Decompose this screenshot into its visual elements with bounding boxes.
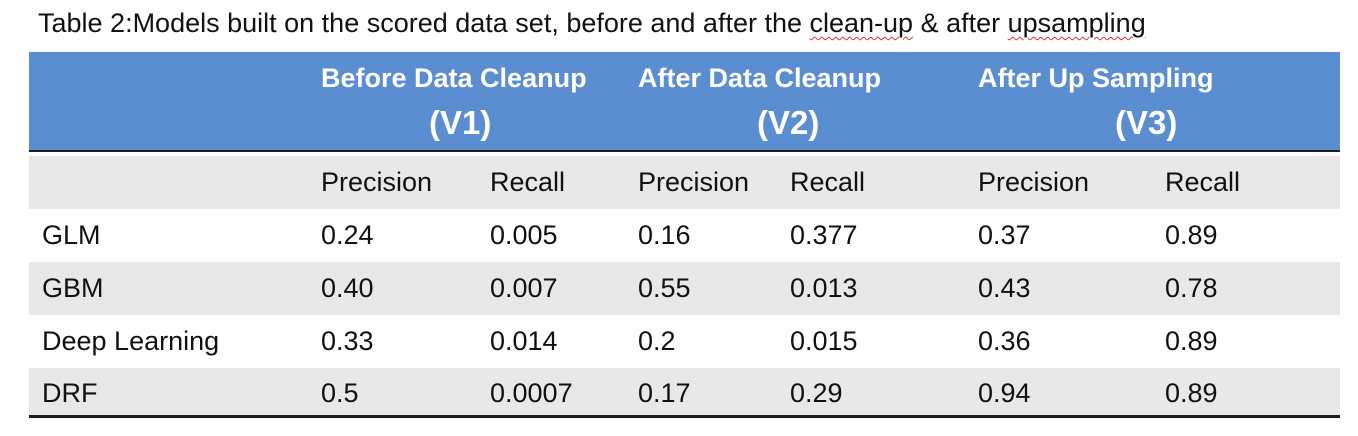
table-row: GLM 0.24 0.005 0.16 0.377 0.37 0.89 [29, 209, 1340, 262]
value-cell: 0.78 [1165, 273, 1218, 303]
subheader-cell: Precision [321, 167, 433, 197]
table-header: Before Data Cleanup (V1) After Data Clea… [29, 52, 1340, 152]
group-title-v2: After Data Cleanup [638, 63, 882, 93]
value-cell: 0.37 [978, 220, 1031, 250]
value-cell: 0.55 [638, 273, 691, 303]
subheader-cell: Recall [1165, 167, 1241, 197]
subheader-cell: Recall [790, 167, 866, 197]
group-version-v2: (V2) [757, 104, 820, 141]
value-cell: 0.24 [321, 220, 374, 250]
value-cell: 0.94 [978, 378, 1031, 408]
value-cell: 0.89 [1165, 326, 1218, 356]
value-cell: 0.43 [978, 273, 1031, 303]
subheader-cell: Precision [638, 167, 750, 197]
value-cell: 0.16 [638, 220, 691, 250]
model-name-cell: DRF [42, 378, 98, 408]
group-version-v1: (V1) [429, 104, 492, 141]
table-row: Deep Learning 0.33 0.014 0.2 0.015 0.36 … [29, 315, 1340, 368]
value-cell: 0.014 [490, 326, 558, 356]
model-name-cell: GLM [42, 220, 101, 250]
value-cell: 0.40 [321, 273, 374, 303]
value-cell: 0.2 [638, 326, 676, 356]
value-cell: 0.007 [490, 273, 558, 303]
table-row: GBM 0.40 0.007 0.55 0.013 0.43 0.78 [29, 262, 1340, 315]
subheader-cell: Recall [490, 167, 566, 197]
value-cell: 0.013 [790, 273, 858, 303]
table-row: DRF 0.5 0.0007 0.17 0.29 0.94 0.89 [29, 368, 1340, 418]
table-caption: Table 2:Models built on the scored data … [38, 6, 1146, 40]
model-name-cell: GBM [42, 273, 104, 303]
subheader-cell: Precision [978, 167, 1090, 197]
subheader-row: Precision Recall Precision Recall Precis… [29, 156, 1340, 209]
model-name-cell: Deep Learning [42, 326, 220, 356]
group-title-v3: After Up Sampling [978, 63, 1214, 93]
caption-cleanup-word: clean-up [809, 8, 914, 38]
value-cell: 0.015 [790, 326, 858, 356]
value-cell: 0.5 [321, 378, 359, 408]
value-cell: 0.89 [1165, 220, 1218, 250]
value-cell: 0.005 [490, 220, 558, 250]
value-cell: 0.36 [978, 326, 1031, 356]
caption-middle: & after [913, 8, 1008, 38]
value-cell: 0.89 [1165, 378, 1218, 408]
group-version-v3: (V3) [1115, 104, 1178, 141]
group-title-v1: Before Data Cleanup [321, 63, 587, 93]
value-cell: 0.377 [790, 220, 858, 250]
value-cell: 0.29 [790, 378, 843, 408]
caption-prefix: Table 2:Models built on the scored data … [38, 8, 810, 38]
caption-upsampling-word: upsampling [1007, 8, 1146, 38]
value-cell: 0.33 [321, 326, 374, 356]
value-cell: 0.0007 [490, 378, 573, 408]
value-cell: 0.17 [638, 378, 691, 408]
results-table: Before Data Cleanup (V1) After Data Clea… [29, 52, 1340, 418]
